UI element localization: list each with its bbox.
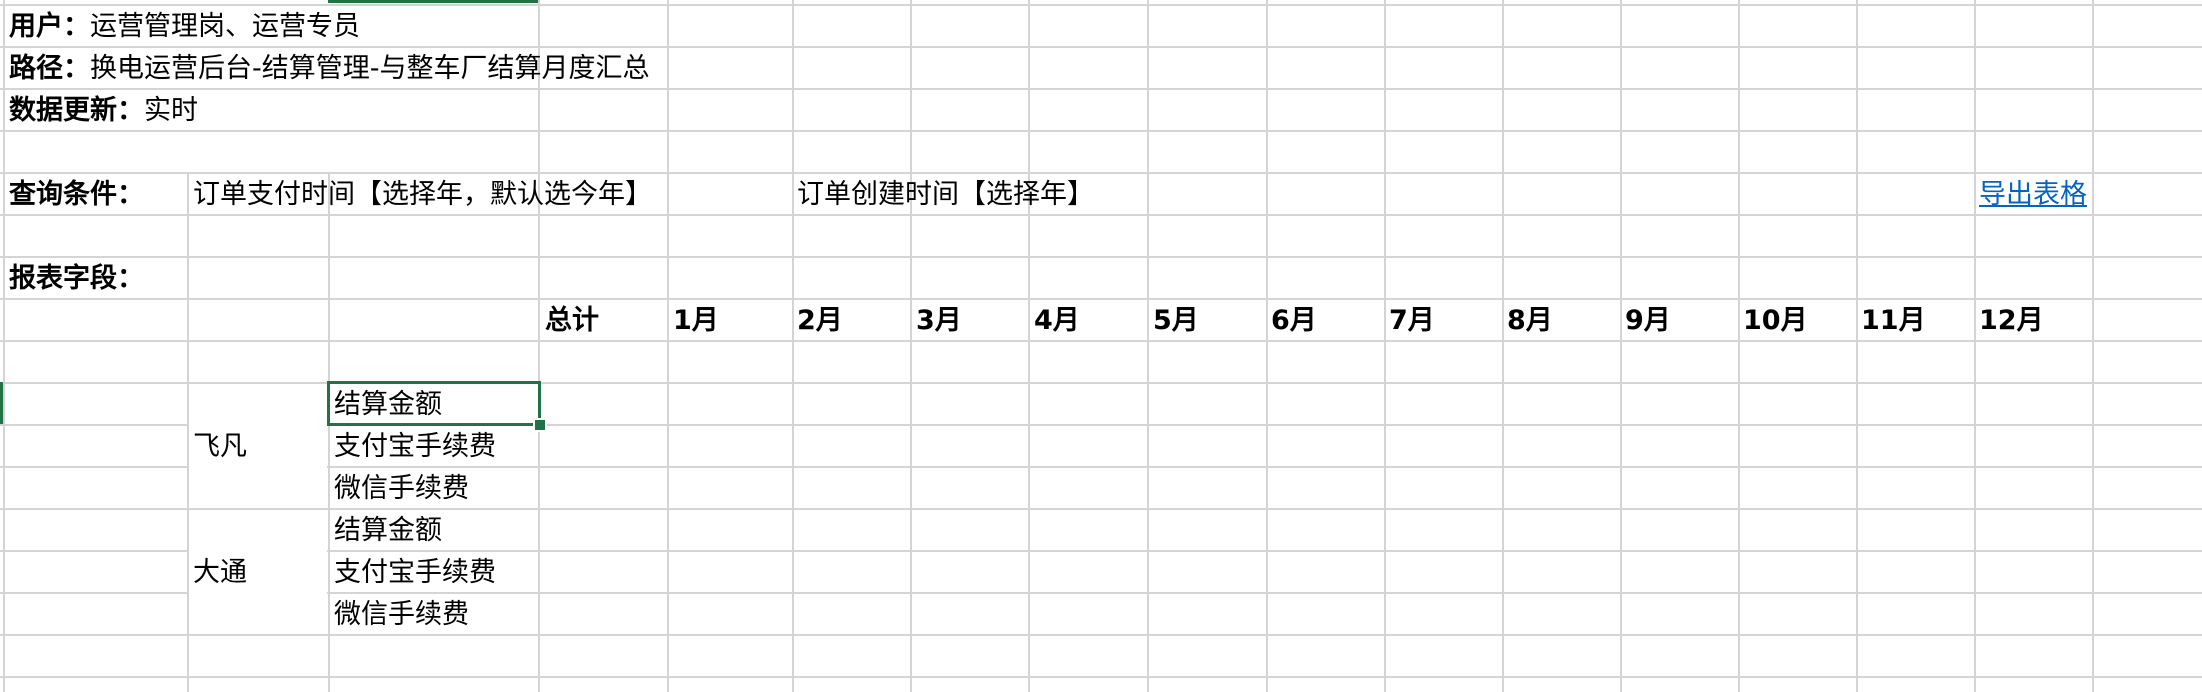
query-label: 查询条件：: [9, 179, 144, 210]
create-time-filter[interactable]: 订单创建时间【选择年】: [797, 179, 1094, 210]
gridline-row: [0, 634, 2202, 636]
fill-handle[interactable]: [533, 418, 547, 432]
gridline-col: [1384, 0, 1386, 692]
gridline-row: [0, 88, 2202, 90]
column-header-apr: 4月: [1034, 305, 1080, 336]
gridline-col: [1738, 0, 1740, 692]
column-header-jan: 1月: [673, 305, 719, 336]
gridline-col: [1502, 0, 1504, 692]
export-table-link[interactable]: 导出表格: [1979, 179, 2087, 210]
gridline-col: [792, 0, 794, 692]
gridline-row: [0, 214, 2202, 216]
column-header-total: 总计: [545, 305, 599, 336]
active-column-marker: [328, 0, 538, 3]
column-header-jun: 6月: [1271, 305, 1317, 336]
user-row[interactable]: 用户：运营管理岗、运营专员: [9, 7, 360, 47]
gridline-col: [1266, 0, 1268, 692]
gridline-col: [1620, 0, 1622, 692]
gridline-row: [0, 46, 2202, 48]
column-header-feb: 2月: [797, 305, 843, 336]
gridline-row: [0, 256, 2202, 258]
gridline-row: [0, 130, 2202, 132]
active-row-marker: [0, 382, 3, 424]
gridline-row: [0, 424, 2202, 426]
user-label: 用户：: [9, 11, 90, 42]
gridline-row: [0, 676, 2202, 678]
update-row[interactable]: 数据更新：实时: [9, 91, 198, 131]
gridline-row: [0, 592, 2202, 594]
merged-cell-datong: [189, 510, 327, 634]
gridline-col: [328, 172, 330, 692]
gridline-col: [1856, 0, 1858, 692]
gridline-row: [0, 382, 2202, 384]
column-header-sep: 9月: [1625, 305, 1671, 336]
gridline-row: [0, 298, 2202, 300]
row-label-alipay-fee[interactable]: 支付宝手续费: [334, 557, 496, 588]
row-label-wechat-fee[interactable]: 微信手续费: [334, 599, 469, 630]
user-value: 运营管理岗、运营专员: [90, 11, 360, 42]
column-header-oct: 10月: [1743, 305, 1808, 336]
path-label: 路径：: [9, 53, 90, 84]
active-cell-selection[interactable]: [327, 381, 541, 426]
column-header-mar: 3月: [916, 305, 962, 336]
merged-cell-feifan: [189, 384, 327, 508]
gridline-row: [0, 340, 2202, 342]
gridline-col: [3, 0, 5, 692]
gridline-col: [538, 0, 540, 692]
gridline-row: [0, 508, 2202, 510]
update-label: 数据更新：: [9, 95, 144, 126]
gridline-row: [0, 172, 2202, 174]
pay-time-filter[interactable]: 订单支付时间【选择年，默认选今年】: [193, 179, 652, 210]
report-fields-label: 报表字段：: [9, 263, 144, 294]
gridline-col: [1147, 0, 1149, 692]
path-value: 换电运营后台-结算管理-与整车厂结算月度汇总: [90, 53, 650, 84]
row-label-settlement-amount[interactable]: 结算金额: [334, 515, 442, 546]
gridline-col: [667, 0, 669, 692]
group-name-feifan: 飞凡: [193, 431, 247, 462]
update-value: 实时: [144, 95, 198, 126]
row-label-wechat-fee[interactable]: 微信手续费: [334, 473, 469, 504]
column-header-may: 5月: [1153, 305, 1199, 336]
gridline-col: [1974, 0, 1976, 692]
column-header-jul: 7月: [1389, 305, 1435, 336]
column-header-nov: 11月: [1861, 305, 1926, 336]
gridline-row: [0, 466, 2202, 468]
gridline-row: [0, 550, 2202, 552]
gridline-col: [187, 172, 189, 692]
column-header-dec: 12月: [1979, 305, 2044, 336]
row-label-settlement-amount[interactable]: 结算金额: [334, 389, 442, 420]
gridline-col: [1028, 0, 1030, 692]
path-row[interactable]: 路径：换电运营后台-结算管理-与整车厂结算月度汇总: [9, 49, 650, 89]
group-name-datong: 大通: [193, 557, 247, 588]
gridline-col: [910, 0, 912, 692]
row-label-alipay-fee[interactable]: 支付宝手续费: [334, 431, 496, 462]
column-header-aug: 8月: [1507, 305, 1553, 336]
gridline-row: [0, 4, 2202, 6]
gridline-col: [2092, 0, 2094, 692]
